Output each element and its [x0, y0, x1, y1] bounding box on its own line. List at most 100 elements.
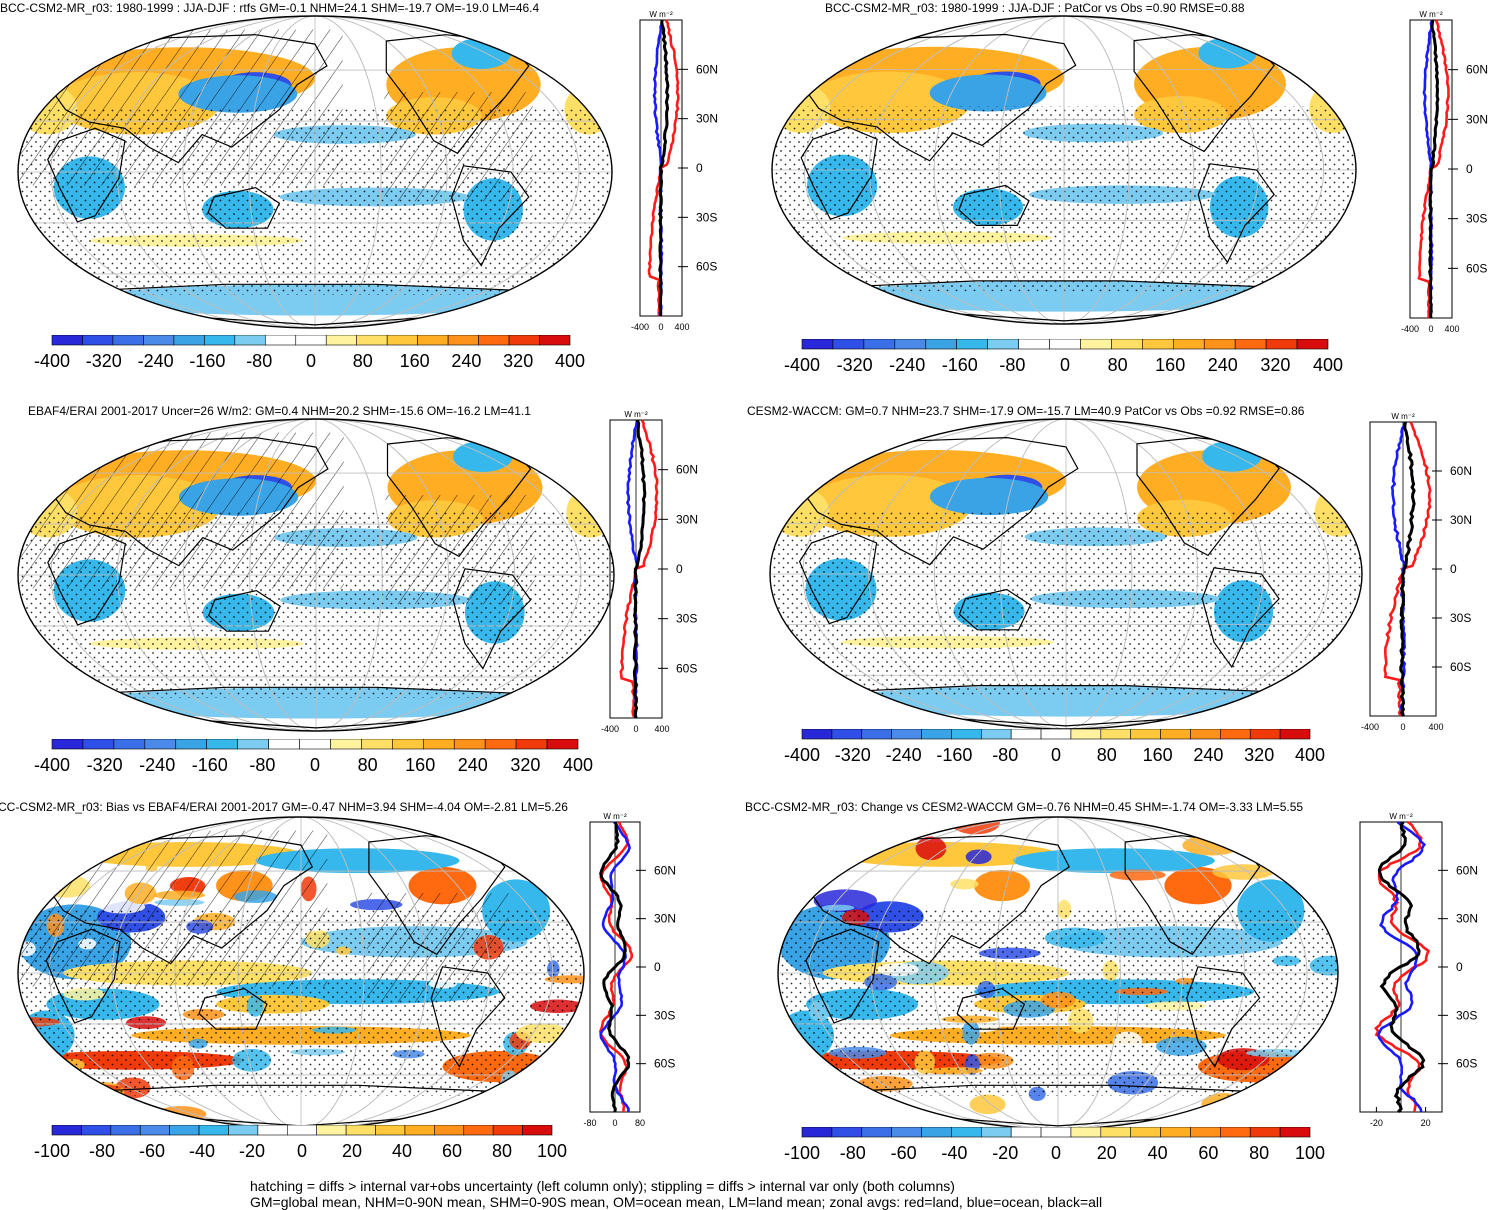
zonal-lat-label: 60S	[696, 260, 717, 274]
colorbar-bin	[1101, 729, 1131, 739]
colorbar-bin	[951, 729, 981, 739]
coastline-greenland	[531, 432, 567, 457]
colorbar-label: 40	[392, 1141, 412, 1161]
colorbar-label: 20	[342, 1141, 362, 1161]
colorbar-bin	[317, 1125, 346, 1135]
colorbar-label: -100	[784, 1143, 820, 1163]
colorbar-bin	[1111, 339, 1142, 349]
colorbar-bin	[176, 739, 207, 749]
colorbar-bin	[833, 339, 864, 349]
colorbar-label: 160	[405, 755, 435, 775]
zonal-lat-label: 60S	[1450, 660, 1471, 674]
figure-legend-note: hatching = diffs > internal var+obs unce…	[250, 1178, 1102, 1210]
panel-middle-right: CESM2-WACCM: GM=0.7 NHM=23.7 SHM=-17.9 O…	[750, 400, 1500, 790]
colorbar-bin	[418, 335, 448, 345]
zonal-lat-label: 30S	[654, 1008, 675, 1022]
zonal-x-tick: -80	[583, 1118, 596, 1128]
colorbar-label: 400	[555, 351, 585, 371]
colorbar-label: -240	[139, 755, 175, 775]
zonal-lat-label: 60N	[654, 863, 676, 877]
coastline-greenland	[1279, 431, 1315, 456]
colorbar-bin	[1019, 339, 1050, 349]
colorbar-label: 80	[358, 755, 378, 775]
colorbar-bin	[1220, 729, 1250, 739]
colorbar-bin	[1011, 729, 1041, 739]
colorbar-bin	[143, 335, 173, 345]
zonal-x-tick: 0	[633, 724, 638, 734]
colorbar-bin	[387, 335, 417, 345]
zonal-lat-label: 60S	[1456, 1057, 1477, 1071]
colorbar-bin	[1071, 1127, 1101, 1137]
zonal-lat-label: 30S	[1450, 611, 1471, 625]
colorbar-bin	[1190, 1127, 1220, 1137]
zonal-lat-label: 0	[1450, 562, 1457, 576]
colorbar-bin	[951, 1127, 981, 1137]
zonal-units: W m⁻²	[1419, 10, 1443, 19]
colorbar-bin	[1297, 339, 1328, 349]
colorbar-bin	[392, 739, 423, 749]
panel-title: BCC-CSM2-MR_r03: 1980-1999 : JJA-DJF : r…	[0, 1, 539, 15]
colorbar-label: -320	[837, 355, 873, 375]
colorbar-label: -100	[34, 1141, 70, 1161]
colorbar-label: 80	[353, 351, 373, 371]
zonal-lat-label: 0	[654, 960, 661, 974]
colorbar-label: 20	[1097, 1143, 1117, 1163]
zonal-lat-label: 60N	[696, 62, 718, 76]
colorbar-bin	[802, 1127, 832, 1137]
colorbar-bin	[1204, 339, 1235, 349]
colorbar-label: -80	[89, 1141, 115, 1161]
colorbar-bin	[802, 339, 833, 349]
colorbar-bin	[52, 335, 82, 345]
colorbar-label: -240	[889, 355, 925, 375]
colorbar-label: 160	[1155, 355, 1185, 375]
colorbar-bin	[540, 335, 570, 345]
colorbar-label: 80	[1108, 355, 1128, 375]
colorbar-bin	[1131, 1127, 1161, 1137]
colorbar-bin	[423, 739, 454, 749]
colorbar-label: 40	[1148, 1143, 1168, 1163]
colorbar-label: 240	[451, 351, 481, 371]
zonal-x-tick: 400	[1444, 324, 1459, 334]
colorbar-label: -80	[992, 745, 1018, 765]
footer-line-1: hatching = diffs > internal var+obs unce…	[250, 1178, 1102, 1194]
colorbar-bin	[493, 1125, 522, 1135]
colorbar-label: -400	[784, 355, 820, 375]
zonal-lat-label: 60S	[1466, 261, 1487, 275]
zonal-lat-label: 30N	[1450, 513, 1472, 527]
colorbar-bin	[228, 1125, 257, 1135]
zonal-x-tick: -400	[1361, 722, 1379, 732]
colorbar-label: 320	[1260, 355, 1290, 375]
zonal-lat-label: 60S	[654, 1057, 675, 1071]
colorbar-label: 60	[1198, 1143, 1218, 1163]
colorbar-label: -80	[249, 755, 275, 775]
colorbar-label: 0	[306, 351, 316, 371]
robinson-map	[776, 815, 1340, 1131]
colorbar-label: -60	[139, 1141, 165, 1161]
colorbar-label: 240	[458, 755, 488, 775]
colorbar-label: -20	[992, 1143, 1018, 1163]
panel-middle-left: EBAF4/ERAI 2001-2017 Uncer=26 W/m2: GM=0…	[0, 400, 720, 790]
zonal-lat-label: 60N	[1456, 863, 1478, 877]
colorbar-label: -160	[942, 355, 978, 375]
zonal-lat-label: 30S	[1466, 212, 1487, 226]
colorbar-label: -400	[34, 351, 70, 371]
colorbar-bin	[926, 339, 957, 349]
colorbar-bin	[862, 729, 892, 739]
zonal-x-tick: 0	[612, 1118, 617, 1128]
colorbar-bin	[509, 335, 539, 345]
colorbar-bin	[405, 1125, 434, 1135]
colorbar-label: 0	[1051, 745, 1061, 765]
colorbar-bin	[1080, 339, 1111, 349]
colorbar-bin	[346, 1125, 375, 1135]
colorbar-label: 0	[310, 755, 320, 775]
robinson-map	[768, 417, 1364, 731]
colorbar-bin	[922, 1127, 952, 1137]
field-patch	[930, 75, 1047, 112]
colorbar-label: 0	[1060, 355, 1070, 375]
colorbar-label: 160	[400, 351, 430, 371]
